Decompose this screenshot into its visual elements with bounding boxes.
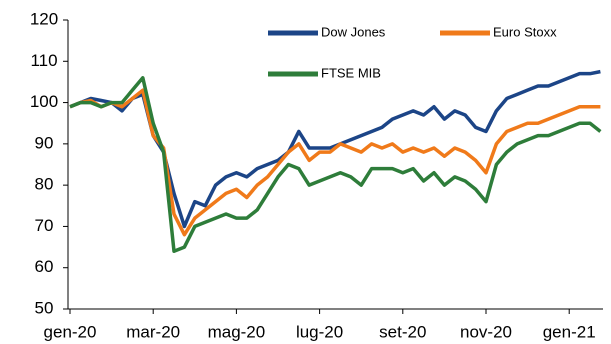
y-tick-label: 100 [30, 92, 58, 111]
y-tick-label: 70 [35, 216, 54, 235]
x-tick-label: gen-21 [543, 322, 596, 341]
y-tick-label: 90 [35, 133, 54, 152]
y-tick-label: 50 [35, 298, 54, 317]
series-line [69, 76, 602, 253]
y-tick-label: 120 [30, 9, 58, 28]
y-tick-label: 80 [35, 175, 54, 194]
x-tick-label: nov-20 [460, 322, 512, 341]
y-tick-label: 110 [30, 51, 57, 70]
x-tick-label: mag-20 [208, 322, 266, 341]
legend-label: Dow Jones [321, 24, 386, 39]
legend-label: Euro Stoxx [493, 24, 557, 39]
y-tick-label: 60 [35, 257, 54, 276]
x-tick-label: lug-20 [296, 322, 343, 341]
x-tick-label: mar-20 [126, 322, 180, 341]
x-tick-label: set-20 [379, 322, 426, 341]
x-tick-label: gen-20 [44, 322, 97, 341]
legend-label: FTSE MIB [321, 65, 381, 80]
